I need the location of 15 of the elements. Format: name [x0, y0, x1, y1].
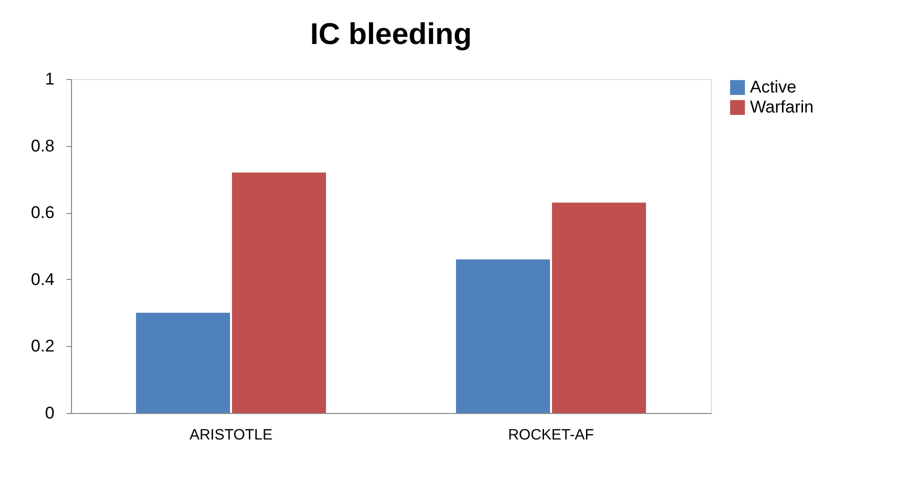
y-tick-label: 0.6 — [30, 203, 54, 222]
bar — [136, 312, 230, 413]
bar — [456, 259, 550, 413]
chart-title: IC bleeding — [310, 18, 472, 51]
y-tick-label: 0 — [45, 404, 54, 422]
y-tick-label: 0.4 — [30, 270, 54, 289]
y-tick-label: 1 — [45, 70, 54, 88]
y-tick-label: 0.8 — [30, 136, 54, 156]
x-tick-label: ROCKET-AF — [508, 426, 594, 444]
legend-label: Warfarin — [750, 98, 814, 116]
bar — [232, 172, 326, 413]
y-tick-label: 0.2 — [30, 336, 54, 356]
legend-label: Active — [750, 78, 796, 96]
bar — [552, 202, 646, 413]
x-tick-label: ARISTOTLE — [189, 426, 273, 444]
